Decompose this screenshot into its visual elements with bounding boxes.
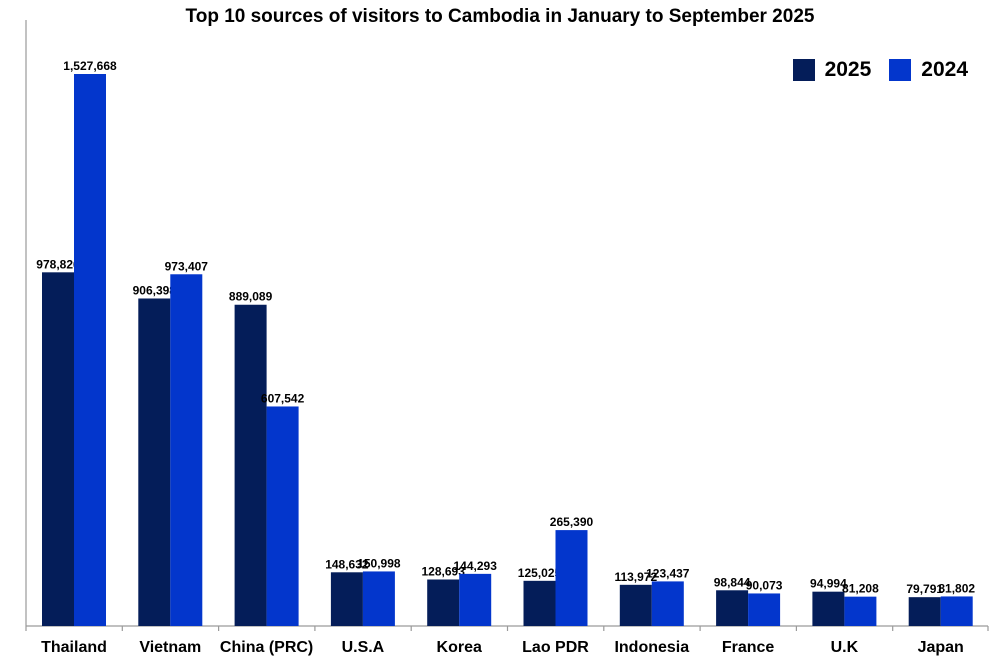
- bar-japan-2024: [940, 596, 973, 626]
- bar-france-2024: [748, 593, 781, 626]
- legend-item-2024: 2024: [889, 58, 968, 82]
- legend-swatch-2025: [792, 59, 815, 81]
- data-label-indonesia-2024: 123,437: [646, 566, 690, 580]
- legend-label-2025: 2025: [824, 58, 872, 81]
- legend-swatch-2024: [889, 59, 912, 81]
- x-tick-label: China (PRC): [220, 639, 313, 656]
- data-label-thailand-2025: 978,826: [36, 257, 80, 271]
- legend-label-2024: 2024: [921, 58, 968, 81]
- bar-korea-2025: [427, 579, 460, 626]
- bar-u-s-a-2024: [362, 571, 395, 626]
- bar-china-prc-2024: [266, 406, 299, 626]
- data-label-u-s-a-2024: 150,998: [357, 556, 401, 570]
- bar-u-k-2025: [812, 591, 845, 626]
- bar-indonesia-2024: [651, 581, 684, 626]
- x-tick-label: Vietnam: [139, 639, 201, 656]
- data-label-china-prc-2025: 889,089: [229, 290, 273, 304]
- bar-vietnam-2025: [138, 298, 171, 626]
- data-label-thailand-2024: 1,527,668: [63, 59, 117, 73]
- data-label-lao-pdr-2024: 265,390: [550, 515, 594, 529]
- bar-france-2025: [716, 590, 749, 626]
- x-tick-label: U.K: [831, 639, 859, 656]
- bar-thailand-2024: [74, 74, 106, 626]
- x-tick-label: Japan: [918, 639, 964, 656]
- data-label-vietnam-2024: 973,407: [165, 259, 209, 273]
- x-tick-label: Indonesia: [614, 639, 689, 656]
- bar-korea-2024: [459, 573, 492, 626]
- legend: 2025 2024: [775, 58, 968, 82]
- data-label-japan-2025: 79,791: [906, 582, 943, 596]
- bar-vietnam-2024: [170, 274, 203, 626]
- data-label-korea-2025: 128,693: [422, 564, 466, 578]
- bar-u-k-2024: [844, 596, 877, 626]
- chart-title: Top 10 sources of visitors to Cambodia i…: [185, 6, 815, 27]
- x-tick-label: Korea: [437, 639, 482, 656]
- bar-china-prc-2025: [234, 304, 267, 626]
- data-label-france-2024: 90,073: [746, 578, 783, 592]
- bar-indonesia-2025: [619, 584, 652, 626]
- data-label-japan-2024: 81,802: [938, 581, 975, 595]
- bar-japan-2025: [908, 597, 941, 626]
- x-tick-label: U.S.A: [342, 639, 385, 656]
- data-label-u-s-a-2025: 148,632: [325, 557, 369, 571]
- bar-u-s-a-2025: [330, 572, 363, 626]
- bar-thailand-2025: [42, 272, 74, 626]
- data-label-lao-pdr-2025: 125,025: [518, 566, 562, 580]
- data-label-vietnam-2025: 906,398: [133, 283, 177, 297]
- data-label-france-2025: 98,844: [714, 575, 751, 589]
- x-tick-label: Lao PDR: [522, 639, 589, 656]
- x-tick-label: Thailand: [41, 639, 107, 656]
- bar-lao-pdr-2025: [523, 580, 556, 626]
- bar-lao-pdr-2024: [555, 530, 588, 626]
- legend-item-2025: 2025: [792, 58, 872, 82]
- data-label-korea-2024: 144,293: [454, 559, 498, 573]
- data-label-indonesia-2025: 113,972: [614, 570, 657, 584]
- data-label-u-k-2025: 94,994: [810, 577, 847, 591]
- x-tick-label: France: [722, 639, 775, 656]
- data-label-china-prc-2024: 607,542: [261, 391, 305, 405]
- data-label-u-k-2024: 81,208: [842, 582, 879, 596]
